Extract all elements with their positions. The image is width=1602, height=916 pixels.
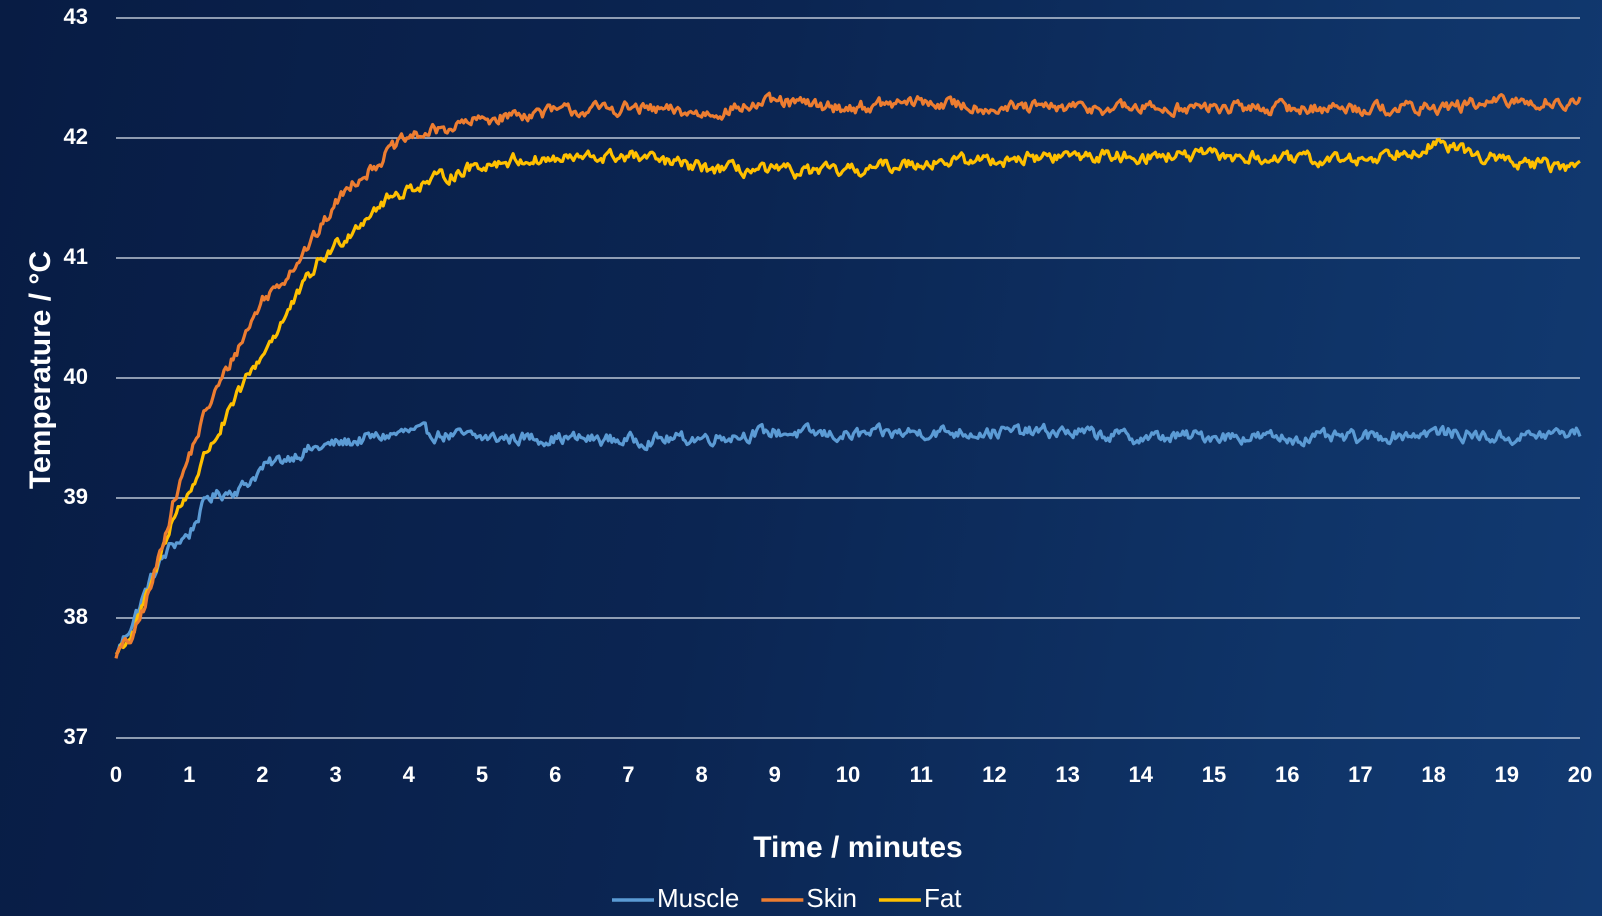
y-tick-label: 41 bbox=[64, 244, 88, 269]
legend-label-fat: Fat bbox=[924, 883, 962, 913]
x-axis-title: Time / minutes bbox=[753, 831, 963, 864]
y-tick-label: 37 bbox=[64, 724, 88, 749]
gridlines bbox=[116, 17, 1580, 739]
series-lines bbox=[114, 91, 1582, 659]
x-tick-label: 19 bbox=[1495, 762, 1519, 787]
x-tick-label: 16 bbox=[1275, 762, 1299, 787]
legend: Muscle Skin Fat bbox=[612, 883, 962, 913]
x-tick-label: 9 bbox=[769, 762, 781, 787]
series-line-muscle bbox=[115, 421, 1582, 654]
series-line-fat bbox=[114, 137, 1581, 656]
y-axis-title: Temperature / °C bbox=[24, 251, 57, 489]
series-line-skin bbox=[114, 91, 1582, 659]
x-tick-label: 14 bbox=[1129, 762, 1154, 787]
y-tick-label: 38 bbox=[64, 604, 88, 629]
x-tick-label: 6 bbox=[549, 762, 561, 787]
x-tick-label: 0 bbox=[110, 762, 122, 787]
legend-label-skin: Skin bbox=[806, 883, 857, 913]
x-tick-label: 1 bbox=[183, 762, 195, 787]
x-tick-label: 5 bbox=[476, 762, 488, 787]
y-tick-label: 43 bbox=[64, 4, 88, 29]
y-tick-labels: 37 38 39 40 41 42 43 bbox=[64, 4, 88, 749]
x-tick-label: 3 bbox=[329, 762, 341, 787]
x-tick-label: 12 bbox=[982, 762, 1006, 787]
y-tick-label: 40 bbox=[64, 364, 88, 389]
y-tick-label: 42 bbox=[64, 124, 88, 149]
legend-label-muscle: Muscle bbox=[657, 883, 739, 913]
x-tick-label: 10 bbox=[836, 762, 860, 787]
x-tick-label: 20 bbox=[1568, 762, 1592, 787]
x-tick-label: 7 bbox=[622, 762, 634, 787]
x-tick-label: 13 bbox=[1055, 762, 1079, 787]
x-tick-label: 17 bbox=[1348, 762, 1372, 787]
x-tick-label: 15 bbox=[1202, 762, 1226, 787]
y-tick-label: 39 bbox=[64, 484, 88, 509]
x-tick-label: 8 bbox=[695, 762, 707, 787]
x-tick-label: 2 bbox=[256, 762, 268, 787]
x-tick-labels: 0 1 2 3 4 5 6 7 8 9 10 11 12 13 14 15 16 17 18 19 20 bbox=[110, 762, 1592, 787]
x-tick-label: 18 bbox=[1421, 762, 1445, 787]
x-tick-label: 4 bbox=[403, 762, 416, 787]
x-tick-label: 11 bbox=[910, 762, 933, 787]
